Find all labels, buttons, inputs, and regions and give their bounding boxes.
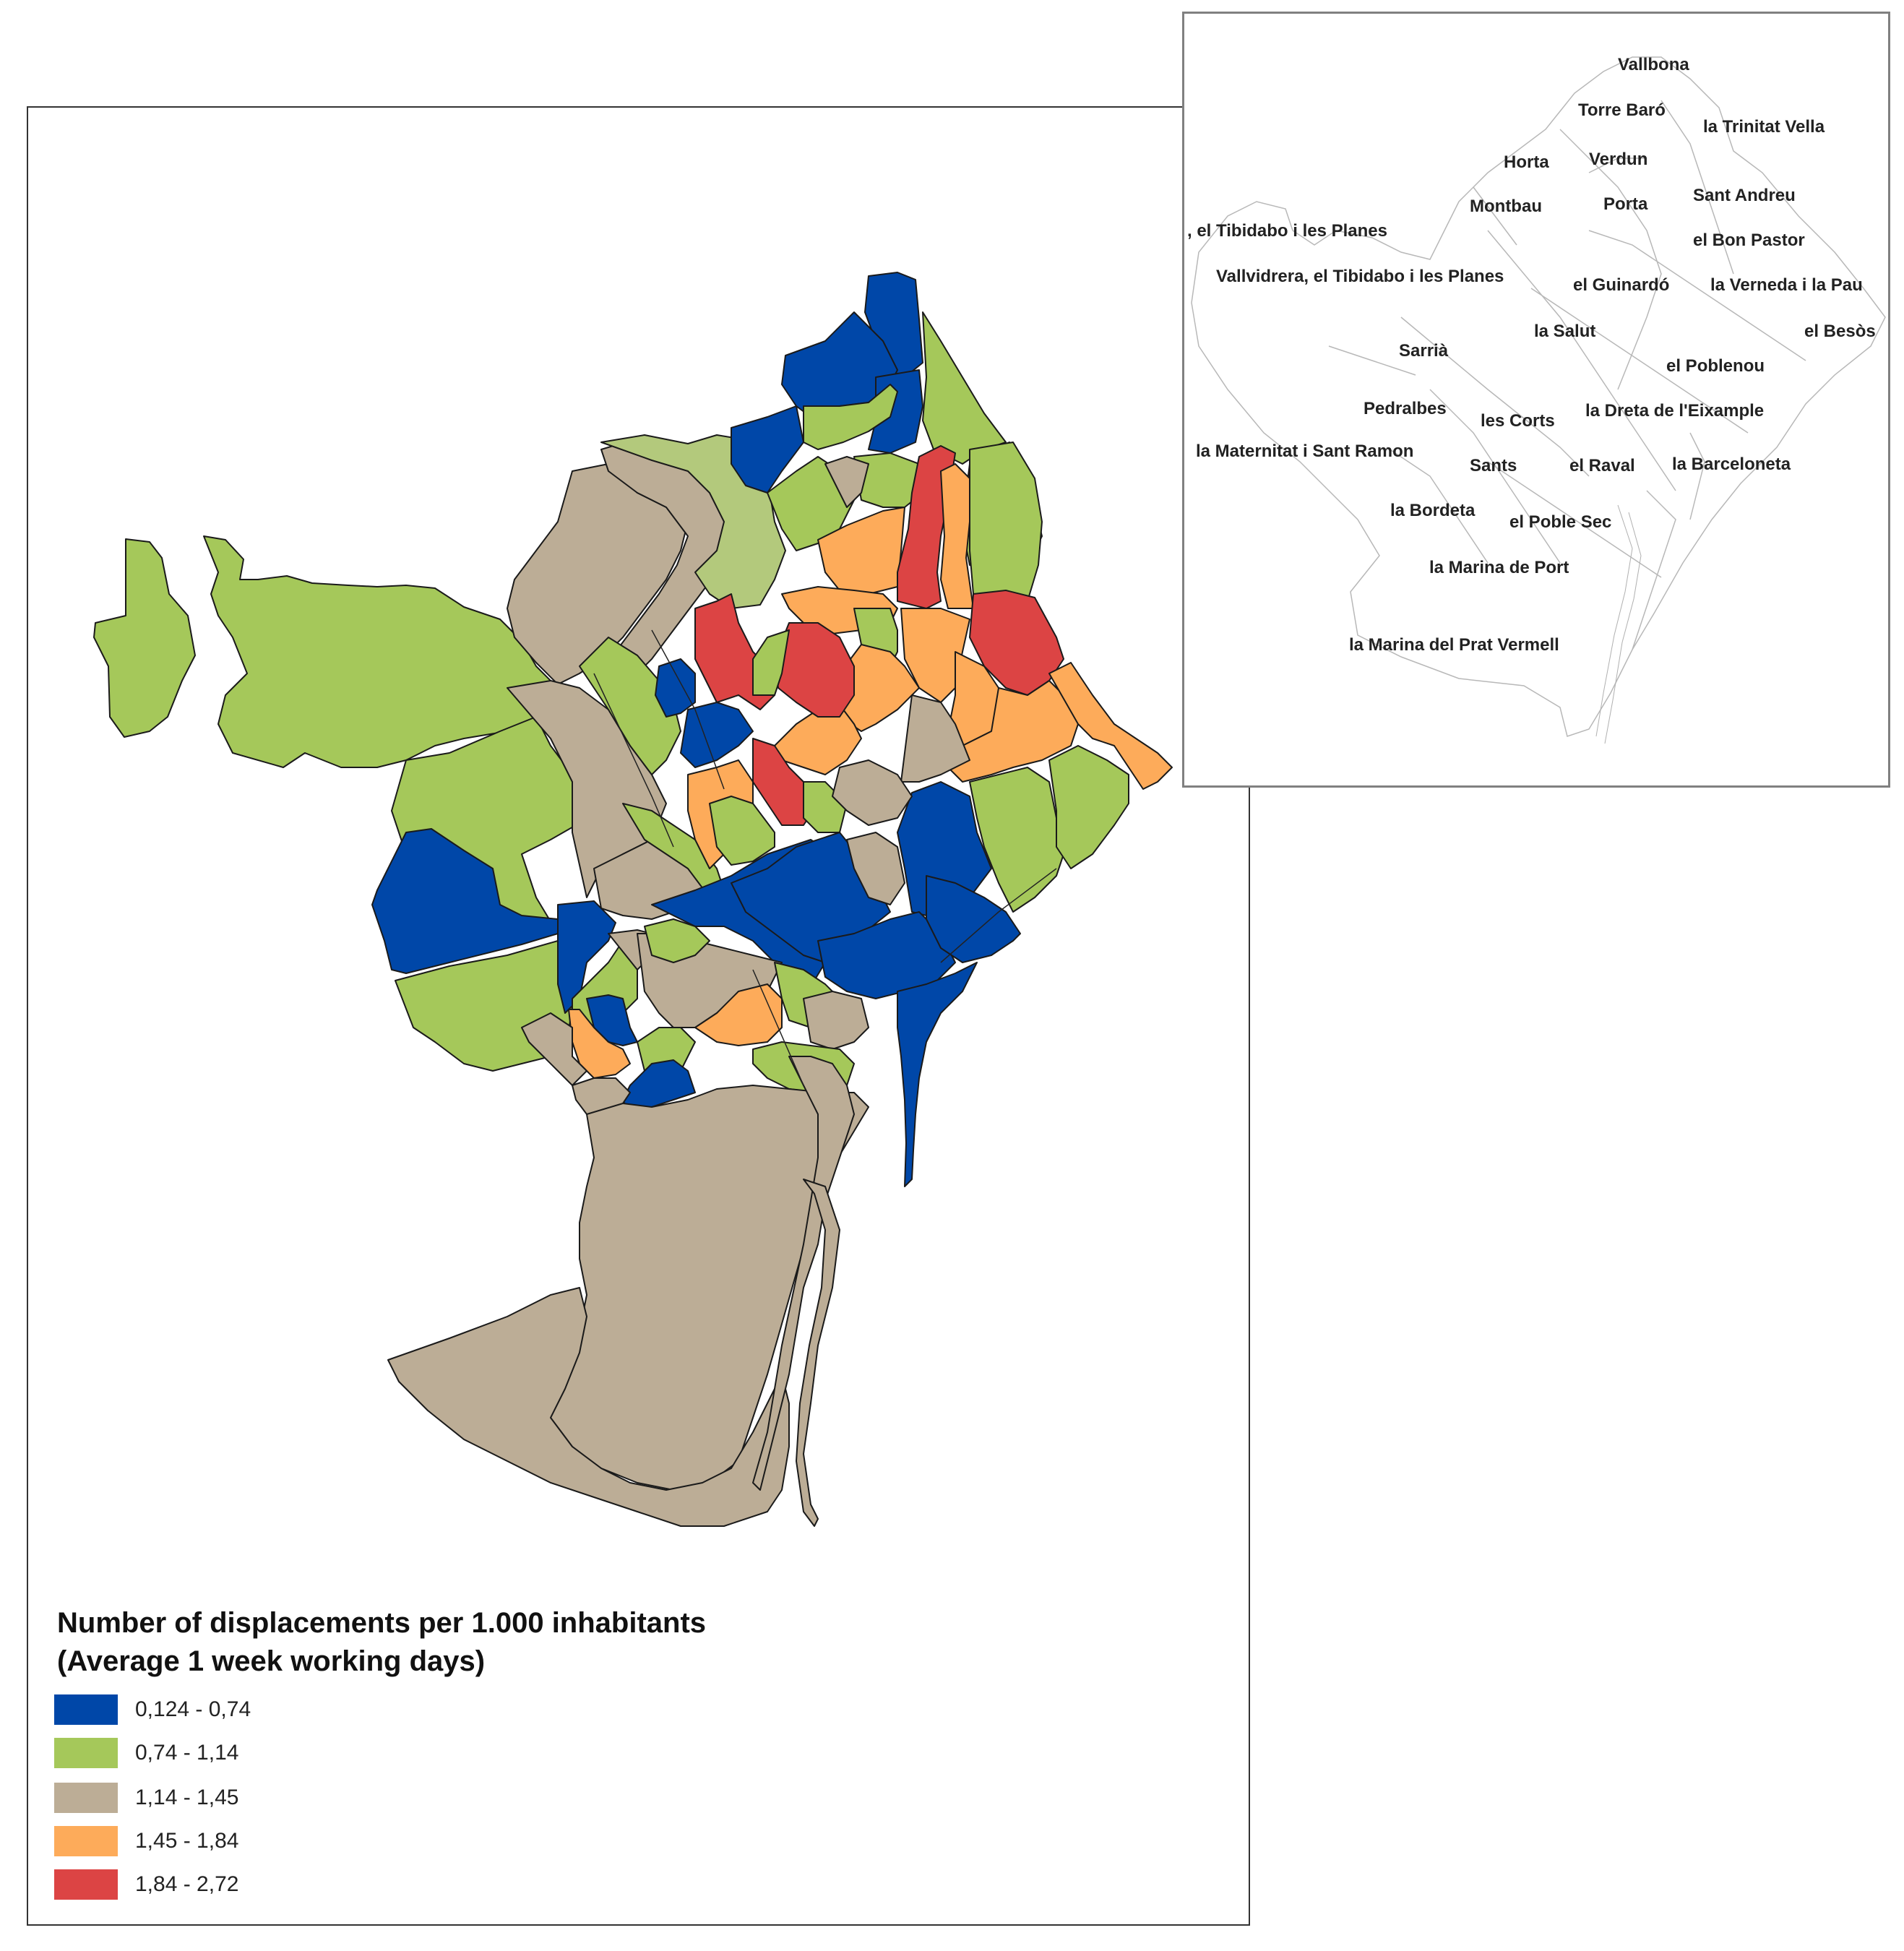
main-map-frame: Number of displacements per 1.000 inhabi… xyxy=(27,106,1250,1926)
inset-label-el-guinardo: el Guinardó xyxy=(1573,275,1670,295)
legend-swatch xyxy=(54,1783,118,1813)
legend-swatch xyxy=(54,1738,118,1768)
legend-title-line-2: (Average 1 week working days) xyxy=(57,1645,486,1677)
district-tan-montjuic-north xyxy=(803,991,869,1050)
inset-label-vallbona: Vallbona xyxy=(1618,55,1689,74)
inset-label-el-tibidabo-i-les-planes-partial: , el Tibidabo i les Planes xyxy=(1187,221,1387,241)
inset-label-la-salut: la Salut xyxy=(1534,322,1596,341)
district-blue-nou-barris-3 xyxy=(731,405,804,494)
district-green-gracia-3 xyxy=(709,796,775,866)
district-port-breakwater xyxy=(796,1179,840,1527)
district-vallvidrera-west xyxy=(93,538,196,738)
legend-label: 1,14 - 1,45 xyxy=(135,1786,239,1809)
inset-label-la-trinitat-vella: la Trinitat Vella xyxy=(1703,117,1825,137)
legend-label: 0,74 - 1,14 xyxy=(135,1741,239,1765)
district-light-green-north xyxy=(600,434,786,609)
district-blue-sants xyxy=(557,900,616,1014)
inset-label-la-marina-del-prat-vermell: la Marina del Prat Vermell xyxy=(1349,635,1559,655)
inset-label-la-marina-de-port: la Marina de Port xyxy=(1429,558,1569,577)
inset-label-les-corts: les Corts xyxy=(1481,411,1555,431)
district-tan-port xyxy=(752,1056,855,1491)
district-green-besos xyxy=(1048,745,1129,869)
district-orange-besos xyxy=(1048,662,1173,790)
inset-reference-map: Vallbona Torre Baró la Trinitat Vella Ho… xyxy=(1182,12,1890,788)
inset-label-montbau: Montbau xyxy=(1470,197,1542,216)
inset-label-la-dreta-de-l-eixample: la Dreta de l'Eixample xyxy=(1585,401,1765,421)
legend-swatch xyxy=(54,1869,118,1900)
district-orange-bordeta xyxy=(568,1009,631,1079)
inset-label-sant-andreu: Sant Andreu xyxy=(1693,186,1796,205)
inset-label-sarria: Sarrià xyxy=(1399,341,1449,361)
district-tan-gracia xyxy=(832,759,913,826)
inset-label-el-poblenou: el Poblenou xyxy=(1666,356,1765,376)
district-blue-ciutatvella xyxy=(817,911,956,999)
legend-swatch xyxy=(54,1694,118,1725)
district-red-horta xyxy=(897,445,956,609)
inset-label-torre-baro: Torre Baró xyxy=(1578,100,1666,120)
district-blue-gracia xyxy=(655,658,696,718)
inset-label-sants: Sants xyxy=(1470,456,1517,475)
inset-label-el-poble-sec: el Poble Sec xyxy=(1509,512,1612,532)
legend-label: 0,124 - 0,74 xyxy=(135,1697,251,1721)
legend-title-line-1: Number of displacements per 1.000 inhabi… xyxy=(57,1607,707,1639)
inset-label-la-maternitat-i-sant-ramon: la Maternitat i Sant Ramon xyxy=(1196,442,1414,461)
choropleth-map xyxy=(93,272,1173,1527)
legend-label: 1,45 - 1,84 xyxy=(135,1829,239,1853)
inset-label-verdun: Verdun xyxy=(1589,150,1648,169)
district-green-ne-4 xyxy=(767,456,855,551)
district-blue-barceloneta xyxy=(897,962,978,1187)
district-tan-eixample xyxy=(900,694,970,783)
inset-label-vallvidrera: Vallvidrera, el Tibidabo i les Planes xyxy=(1216,267,1504,286)
district-blue-nou-barris-1 xyxy=(864,272,923,378)
district-green-gracia-2 xyxy=(752,629,790,696)
legend-swatch xyxy=(54,1826,118,1856)
inset-label-la-barceloneta: la Barceloneta xyxy=(1672,455,1791,474)
inset-label-horta: Horta xyxy=(1504,152,1549,172)
district-blue-southeast xyxy=(926,875,1021,963)
inset-label-el-besos: el Besòs xyxy=(1804,322,1876,341)
inset-label-la-verneda-i-la-pau: la Verneda i la Pau xyxy=(1710,275,1863,295)
district-tan-eixample-2 xyxy=(846,832,905,905)
inset-label-la-bordeta: la Bordeta xyxy=(1390,501,1476,520)
district-green-ne-1 xyxy=(922,311,1007,465)
inset-label-el-raval: el Raval xyxy=(1569,456,1635,475)
district-green-ne-2 xyxy=(803,384,898,450)
district-tan-collblanc xyxy=(521,1012,587,1086)
inset-label-pedralbes: Pedralbes xyxy=(1364,399,1447,418)
district-tan-marina-prat xyxy=(387,1287,790,1527)
district-green-poblesec xyxy=(644,918,710,963)
district-pedralbes-blue xyxy=(371,828,559,974)
district-blue-gracia-2 xyxy=(680,702,754,768)
inset-outline-map xyxy=(1191,56,1886,744)
district-orange-poblesec xyxy=(694,983,783,1046)
district-green-ne-6 xyxy=(969,442,1043,609)
legend-label: 1,84 - 2,72 xyxy=(135,1872,239,1896)
inset-label-el-bon-pastor: el Bon Pastor xyxy=(1693,231,1805,250)
district-tan-ne-1 xyxy=(824,456,869,508)
district-green-poblenou xyxy=(969,767,1064,913)
district-orange-horta-2 xyxy=(940,463,974,609)
inset-label-porta: Porta xyxy=(1603,194,1648,214)
